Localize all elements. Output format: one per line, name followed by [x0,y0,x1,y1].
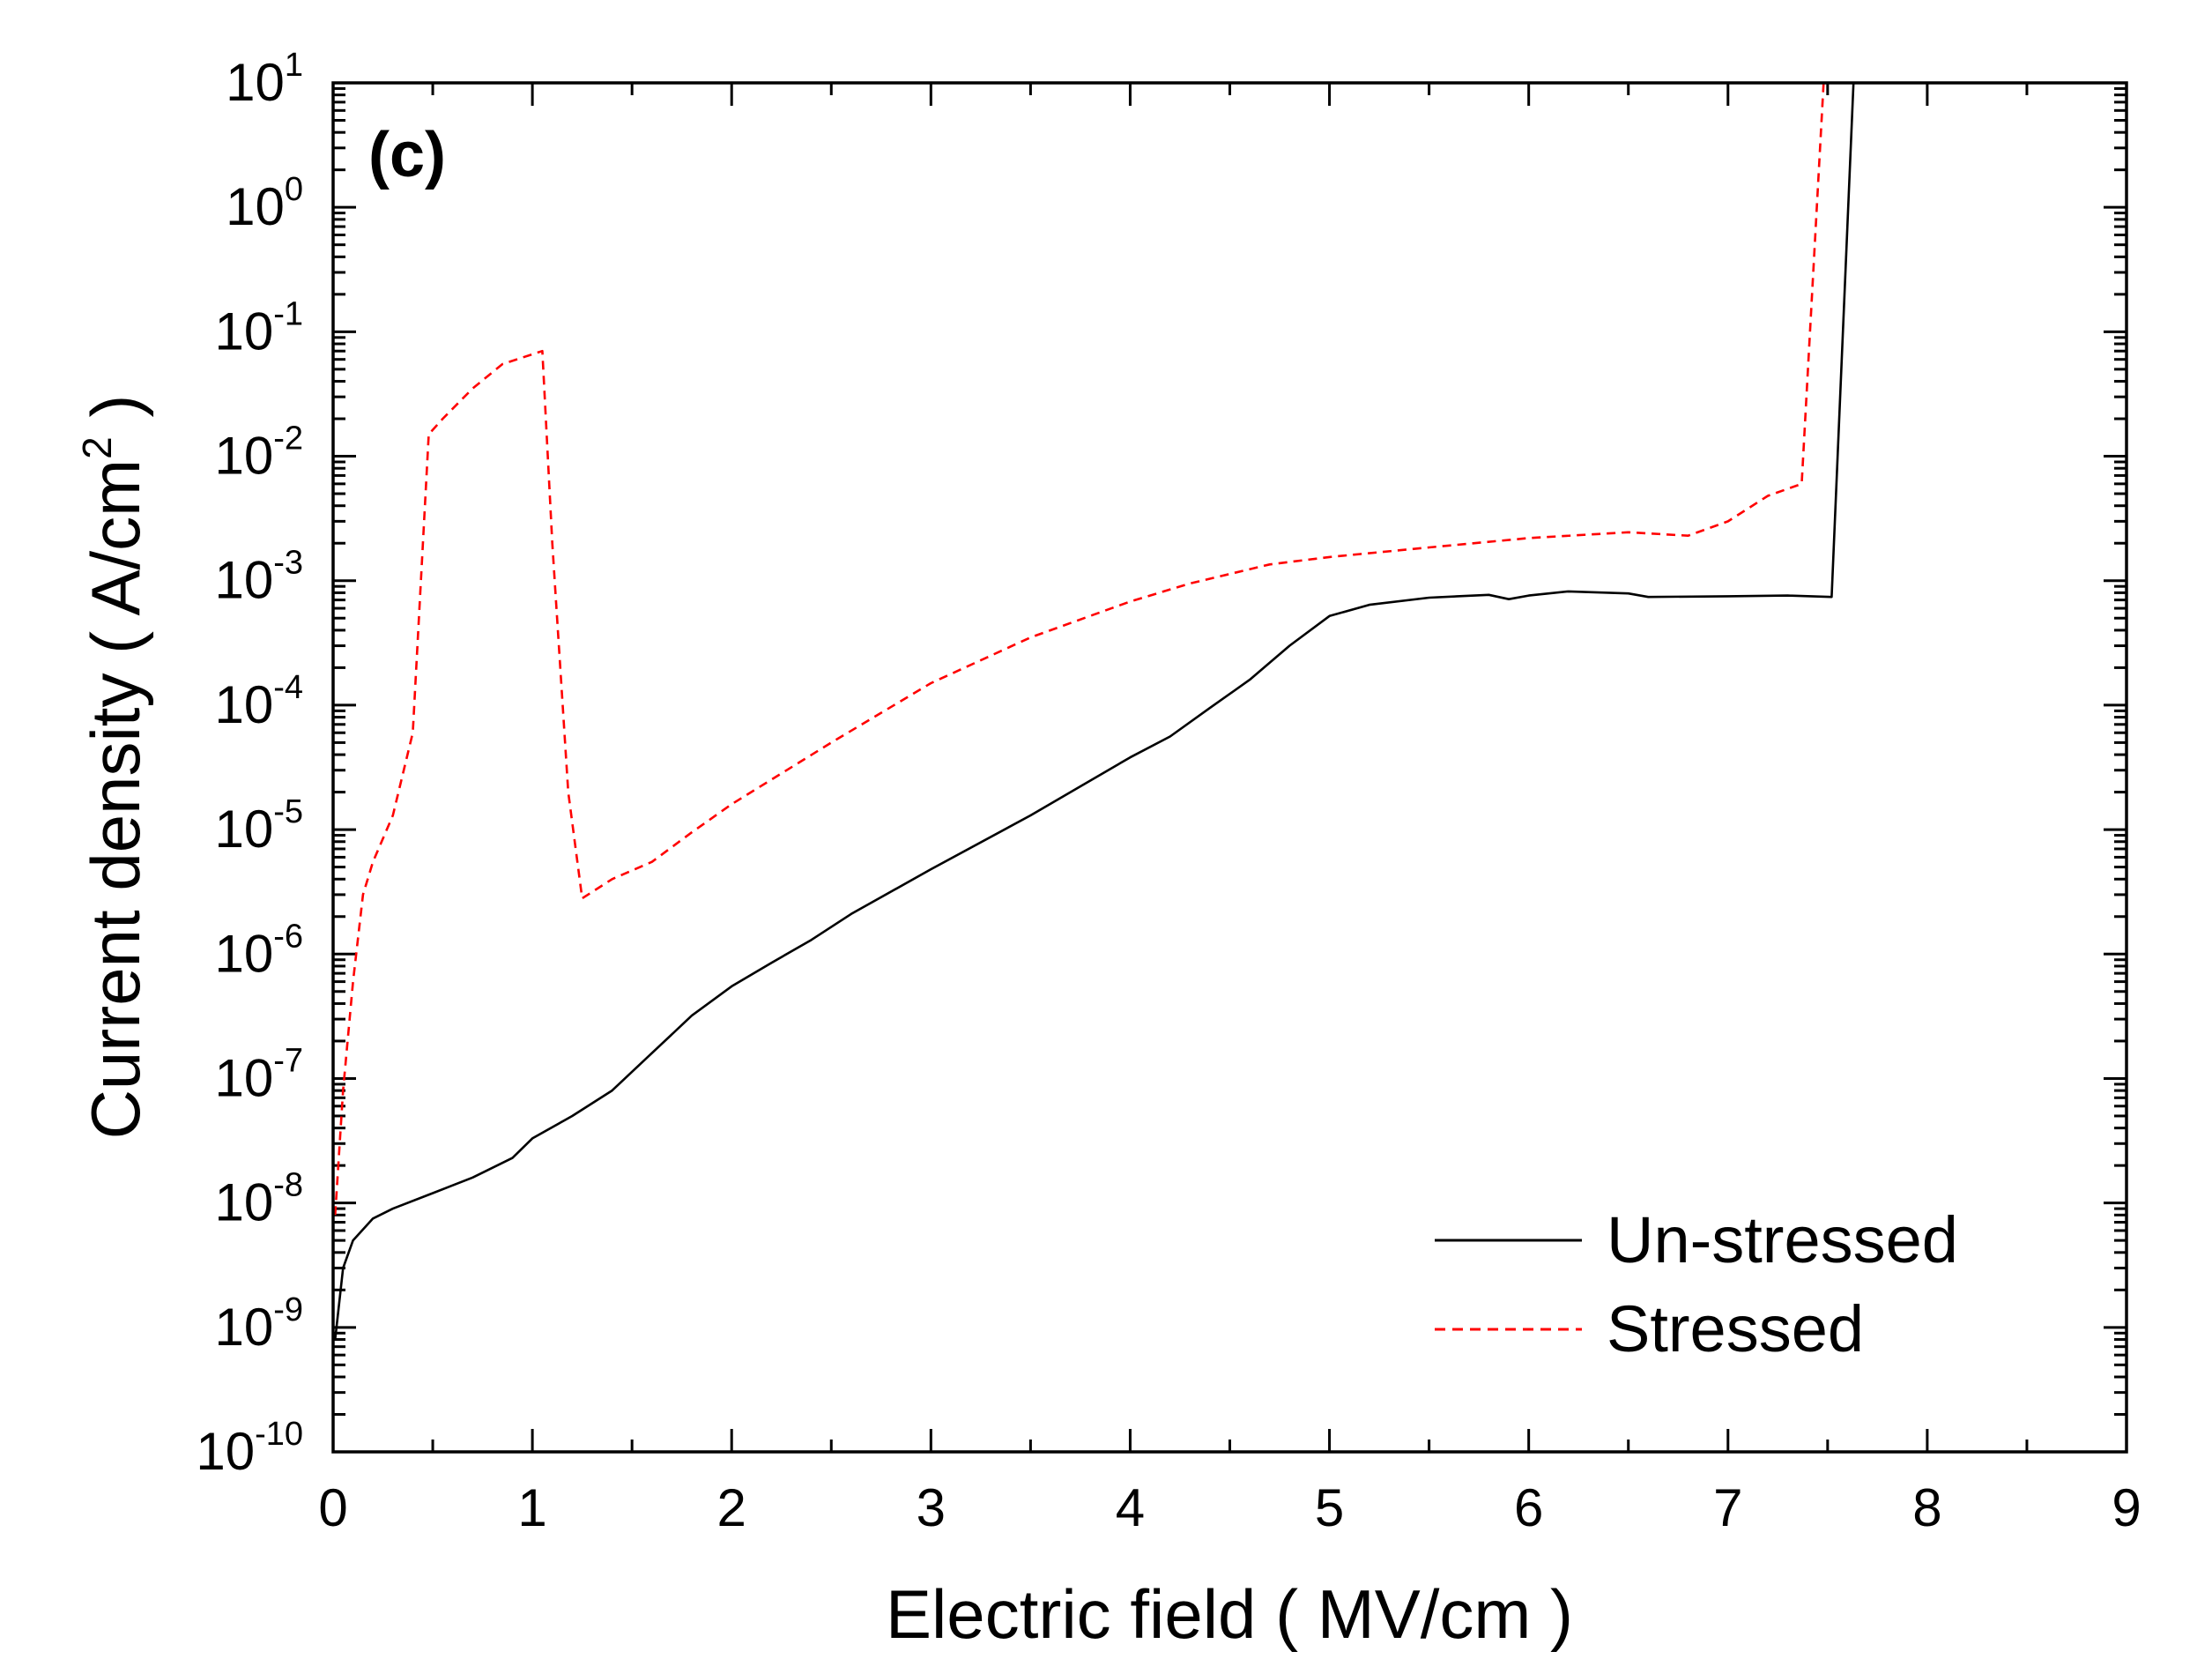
series-line-un-stressed [334,81,2127,1340]
y-tick-label: 10-5 [214,793,303,859]
x-tick-label: 6 [1514,1478,1543,1537]
y-tick-label: 10-7 [214,1042,303,1107]
y-tick-label: 10-1 [214,295,303,361]
x-tick-label: 9 [2112,1478,2141,1537]
y-tick-label: 100 [226,171,303,236]
y-tick-base: 10 [226,53,285,112]
y-axis-title-sup: 2 [74,436,120,459]
series-line-stressed [334,81,2127,1216]
y-tick-base: 10 [214,301,273,361]
y-tick-exp: 0 [285,171,303,208]
y-axis-title-end: ) [77,395,154,437]
y-tick-base: 10 [226,177,285,236]
x-tick-label: 5 [1315,1478,1344,1537]
y-tick-base: 10 [196,1422,255,1481]
y-tick-label: 101 [226,47,303,112]
x-tick-label: 4 [1116,1478,1145,1537]
x-tick-label: 2 [717,1478,746,1537]
x-tick-label: 1 [517,1478,546,1537]
y-tick-exp: -8 [273,1167,303,1204]
y-tick-base: 10 [214,1298,273,1357]
y-tick-base: 10 [214,551,273,610]
y-tick-exp: -10 [255,1416,303,1453]
x-ticks: 0 1 2 3 4 5 6 7 8 9 [318,83,2141,1537]
y-tick-base: 10 [214,427,273,486]
y-tick-exp: 1 [285,47,303,84]
y-tick-label: 10-8 [214,1167,303,1232]
legend: Un-stressed Stressed [1435,1203,1958,1365]
y-tick-label: 10-10 [196,1416,303,1481]
y-tick-base: 10 [214,1048,273,1107]
y-minor-ticks [333,86,2127,1416]
y-tick-base: 10 [214,1173,273,1232]
x-axis-title: Electric field ( MV/cm ) [886,1575,1573,1653]
y-tick-exp: -6 [273,918,303,955]
y-tick-label: 10-2 [214,420,303,486]
y-ticks: 10110010-110-210-310-410-510-610-710-810… [196,47,2127,1481]
y-tick-exp: -3 [273,545,303,582]
y-tick-exp: -2 [273,420,303,458]
y-tick-label: 10-6 [214,918,303,983]
x-tick-label: 3 [917,1478,946,1537]
panel-label: (c) [368,120,446,190]
x-tick-label: 8 [1912,1478,1941,1537]
y-tick-exp: -9 [273,1291,303,1328]
plot-frame [331,81,2128,1454]
y-tick-base: 10 [214,675,273,734]
y-axis-title: Current density ( A/cm2 ) [74,395,154,1140]
legend-label-stressed: Stressed [1607,1292,1864,1365]
y-tick-base: 10 [214,924,273,983]
y-tick-exp: -7 [273,1042,303,1079]
y-tick-label: 10-3 [214,545,303,610]
y-tick-exp: -5 [273,793,303,830]
y-tick-exp: -4 [273,669,303,706]
y-tick-base: 10 [214,800,273,859]
legend-label-unstressed: Un-stressed [1607,1203,1958,1276]
y-tick-label: 10-9 [214,1291,303,1357]
x-tick-label: 0 [318,1478,347,1537]
y-axis-title-main: Current density ( A/cm [77,459,154,1140]
y-tick-label: 10-4 [214,669,303,734]
x-tick-label: 7 [1713,1478,1742,1537]
series-layer [334,81,2127,1340]
y-tick-exp: -1 [273,295,303,332]
